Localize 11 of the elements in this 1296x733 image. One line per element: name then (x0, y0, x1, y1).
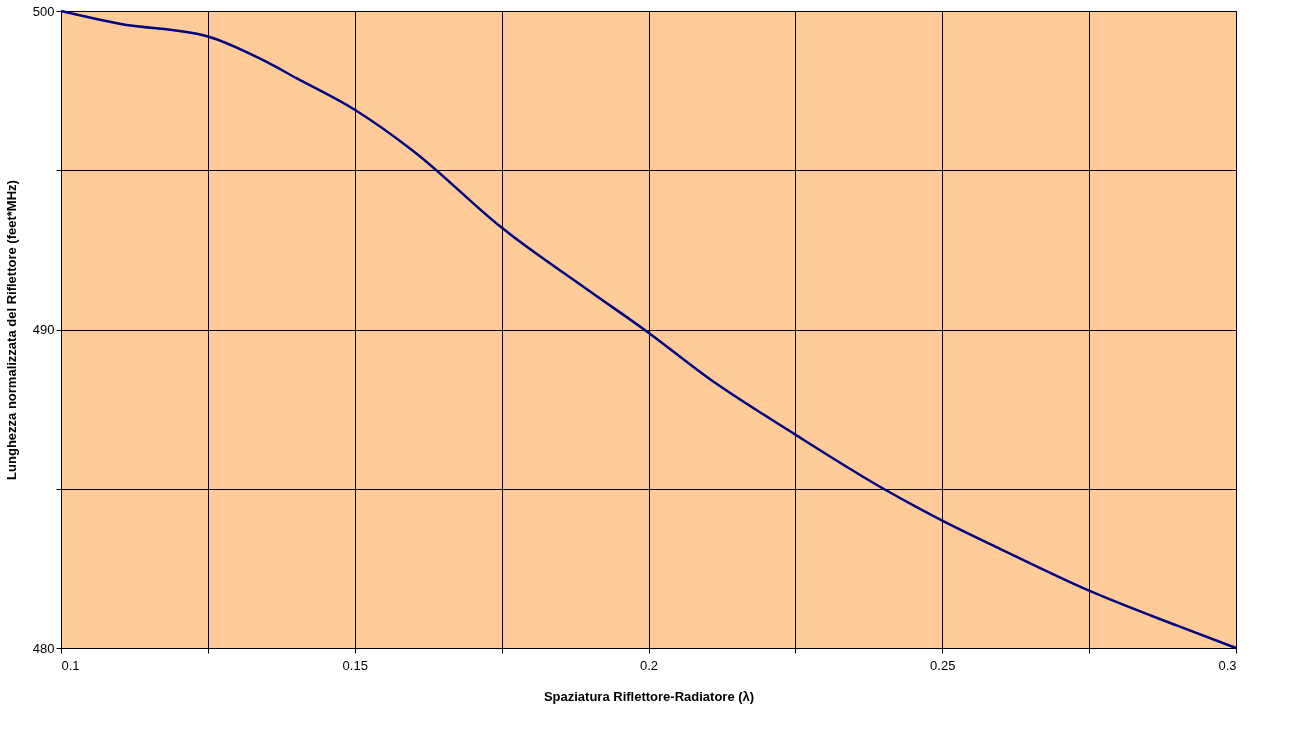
y-tick-label: 480 (32, 640, 55, 656)
x-tick-label: 0.15 (342, 657, 368, 673)
x-tick-label: 0.25 (930, 657, 956, 673)
line-series (59, 9, 1238, 650)
x-tick-label: 0.2 (639, 657, 659, 673)
y-tick-label: 490 (32, 322, 55, 337)
x-axis-title: Spaziatura Riflettore-Radiatore (λ) (543, 688, 755, 704)
x-tick-label: 0.3 (1218, 657, 1237, 673)
y-tick-label: 500 (32, 3, 55, 19)
x-tick-label: 0.1 (61, 657, 80, 673)
y-axis-title: Lunghezza normalizzata del Riflettore (feet*MHz) (3, 180, 19, 480)
